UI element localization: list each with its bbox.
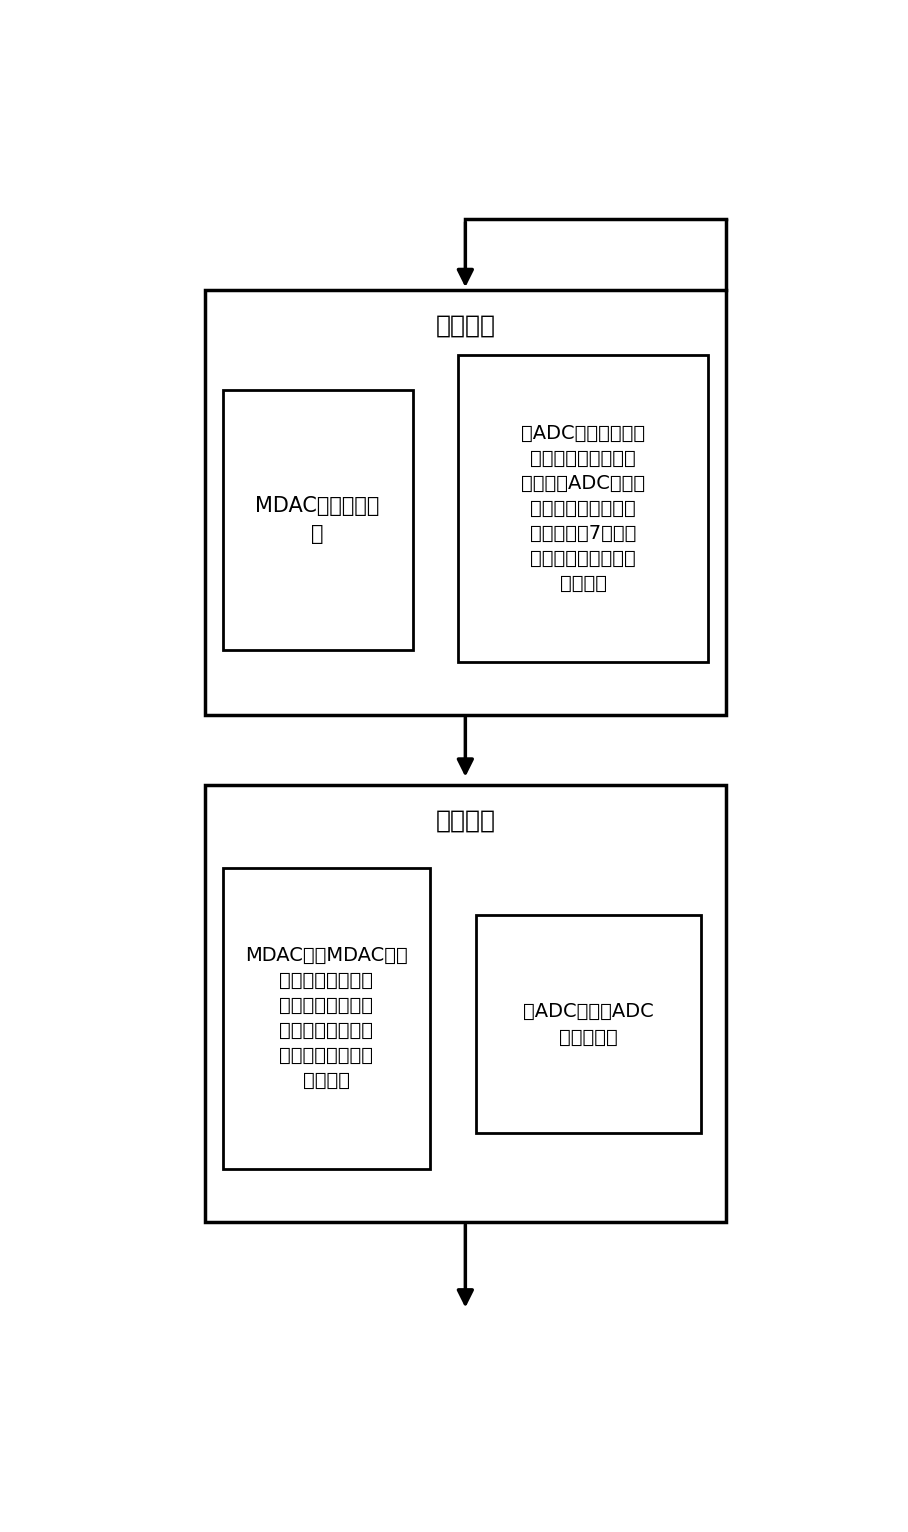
Bar bbox=[476, 915, 701, 1134]
Text: 子ADC采样输入信号
并存储与上一周期中
采样的子ADC的参考
电压的差值，该差值
处理后得到7位温度
计码并经编码后得到
数字信号: 子ADC采样输入信号 并存储与上一周期中 采样的子ADC的参考 电压的差值，该差… bbox=[521, 424, 646, 593]
Text: MDAC采样输入信
号: MDAC采样输入信 号 bbox=[255, 496, 380, 544]
Bar bbox=[459, 355, 708, 662]
Text: 子ADC采样子ADC
的参考电压: 子ADC采样子ADC 的参考电压 bbox=[523, 1002, 654, 1046]
Bar bbox=[205, 786, 725, 1223]
Text: MDAC采样MDAC的参
考电压并存储与本
周期采样的输入信
号的差值，该差值
经运算放大后得到
模拟信号: MDAC采样MDAC的参 考电压并存储与本 周期采样的输入信 号的差值，该差值 … bbox=[245, 947, 408, 1091]
Text: 采样阶段: 采样阶段 bbox=[435, 314, 496, 337]
Bar bbox=[205, 290, 725, 714]
Bar bbox=[222, 391, 412, 650]
Text: 放大阶段: 放大阶段 bbox=[435, 809, 496, 833]
Bar bbox=[222, 869, 430, 1169]
